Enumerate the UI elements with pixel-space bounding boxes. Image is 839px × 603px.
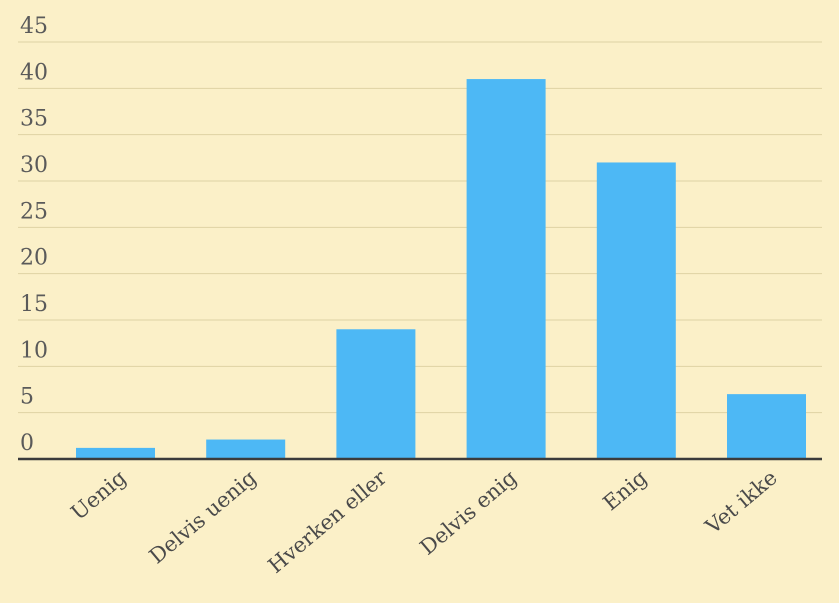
bar-hverken-eller: [336, 329, 416, 459]
y-tick-label: 10: [20, 338, 48, 363]
x-category-label: Delvis uenig: [145, 465, 261, 568]
bar-uenig: [76, 447, 155, 459]
y-axis-ticks: 0 5 10 15 20 25 30 35 40 45: [20, 14, 48, 456]
bar-enig: [596, 162, 676, 459]
bar-delvis-uenig: [206, 439, 286, 459]
y-tick-label: 35: [20, 107, 48, 132]
bar-vet-ikke: [727, 394, 806, 459]
x-category-label: Enig: [599, 465, 652, 515]
y-tick-label: 20: [20, 246, 48, 271]
grid-layer: [18, 41, 822, 414]
y-tick-label: 40: [20, 60, 48, 85]
y-tick-label: 15: [20, 292, 48, 317]
x-category-label: Hverken eller: [264, 465, 392, 578]
x-category-label: Delvis enig: [415, 465, 521, 559]
x-category-label: Vet ikke: [700, 465, 782, 539]
y-tick-label: 5: [20, 385, 34, 410]
bar-layer: [76, 79, 806, 460]
bar-delvis-enig: [466, 79, 546, 460]
y-tick-label: 0: [20, 431, 34, 456]
x-axis-labels: Uenig Delvis uenig Hverken eller Delvis eni…: [66, 465, 781, 578]
y-tick-label: 25: [20, 199, 48, 224]
y-tick-label: 45: [20, 14, 48, 39]
x-category-label: Uenig: [66, 465, 130, 524]
y-tick-label: 30: [20, 153, 48, 178]
